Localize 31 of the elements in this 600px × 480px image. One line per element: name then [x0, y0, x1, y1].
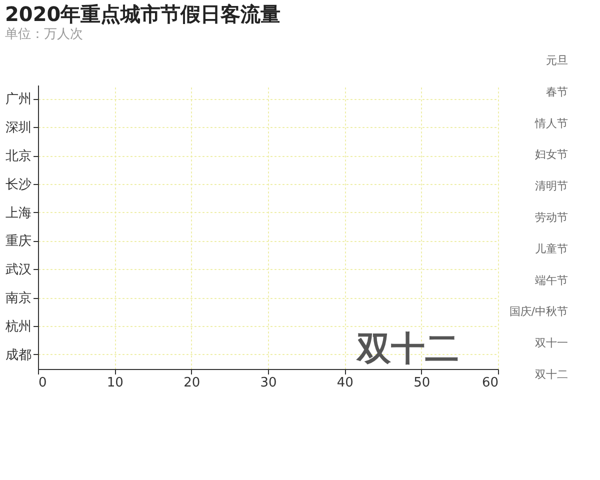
x-tick-label: 20	[184, 376, 200, 390]
text: 情人节	[534, 116, 568, 130]
y-tick-label: 成都	[6, 348, 32, 363]
text: 双十一	[535, 336, 568, 350]
y-tick-label: 重庆	[6, 234, 32, 250]
text: 劳动节	[535, 211, 568, 224]
text: 元旦	[546, 54, 568, 67]
x-tick-label: 40	[336, 376, 354, 390]
y-tick-label: 北京	[6, 149, 32, 164]
y-tick-label: 武汉	[6, 262, 32, 278]
annotation: 双十二	[356, 329, 459, 369]
text: 端午节	[535, 274, 568, 287]
x-tick-label: 50	[414, 376, 430, 390]
chart-subtitle: 单位：万人次	[5, 27, 83, 42]
text: 双十二	[535, 368, 568, 381]
y-tick-label: 长沙	[6, 177, 32, 192]
y-tick-label: 广州	[6, 92, 32, 108]
text: 儿童节	[535, 242, 568, 256]
y-tick-label: 深圳	[6, 120, 32, 136]
text: 妇女节	[535, 148, 568, 162]
chart-title: 2020年重点城市节假日客流量	[5, 2, 281, 26]
y-tick-label: 杭州	[4, 319, 32, 334]
x-tick-label: 0	[38, 376, 47, 390]
y-tick-label: 上海	[6, 206, 32, 221]
text: 国庆/中秋节	[509, 305, 568, 318]
x-tick-label: 10	[106, 376, 124, 390]
y-tick-label: 南京	[6, 291, 32, 306]
text: 春节	[546, 85, 568, 98]
x-tick-label: 30	[260, 376, 277, 390]
text: 清明节	[535, 180, 568, 193]
x-tick-label: 60	[482, 376, 498, 390]
